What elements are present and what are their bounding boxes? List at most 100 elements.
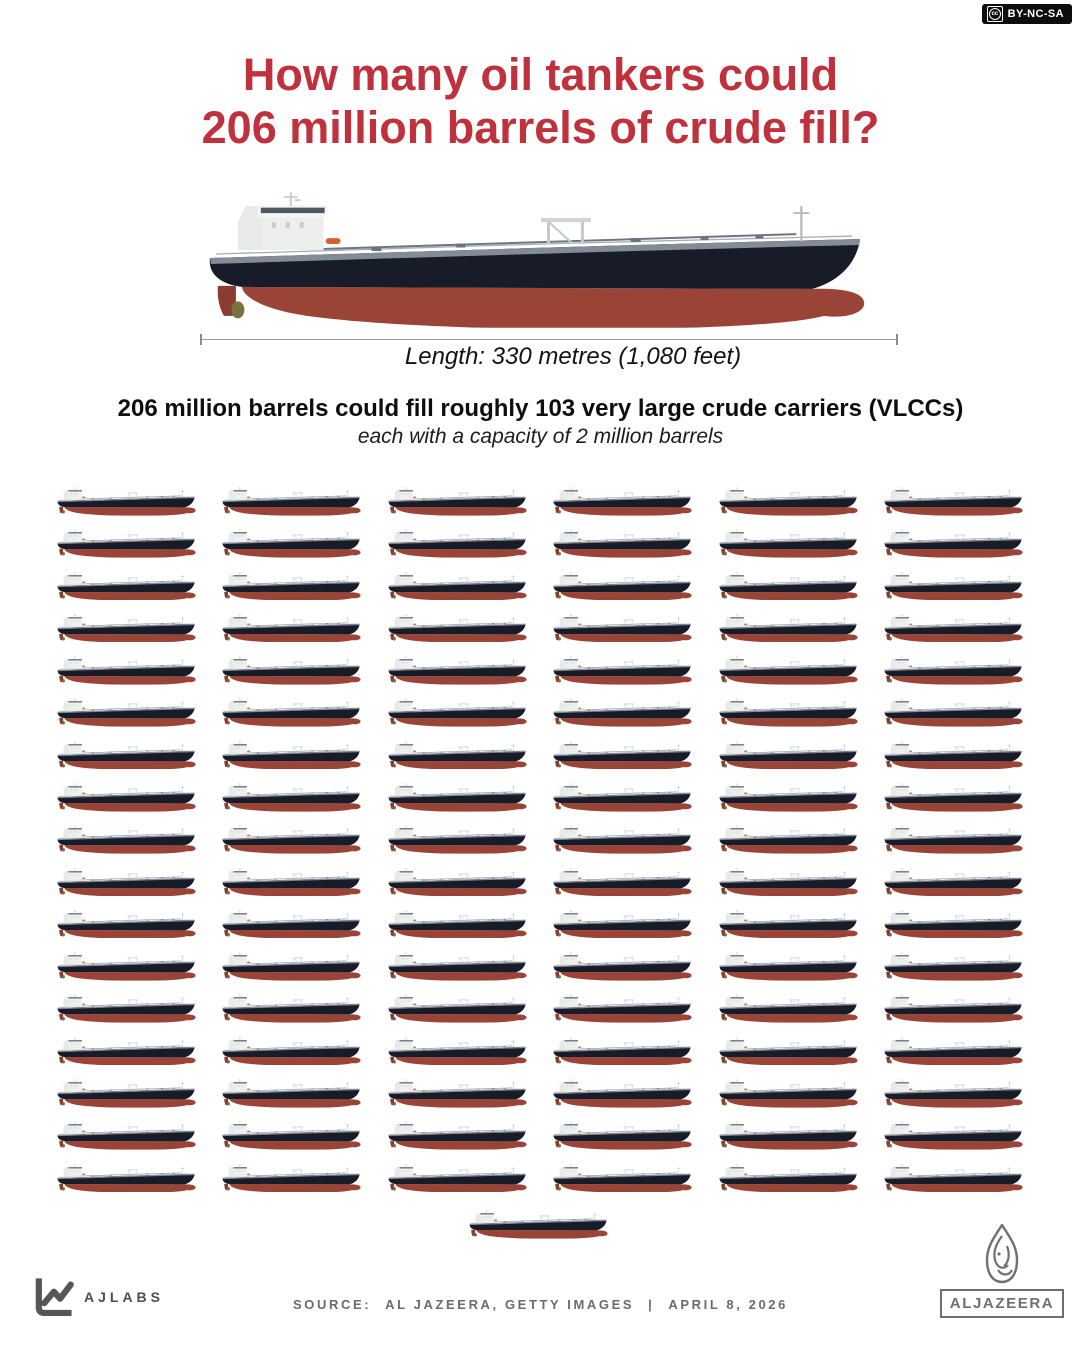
tanker-unit-icon: [552, 994, 697, 1023]
tanker-unit-icon: [221, 952, 366, 981]
tanker-unit-icon: [56, 1164, 201, 1193]
tanker-unit-icon: [718, 952, 863, 981]
tanker-unit-icon: [56, 741, 201, 770]
tanker-unit-icon: [221, 656, 366, 685]
tanker-unit-icon: [221, 1121, 366, 1150]
tanker-unit-icon: [221, 487, 366, 516]
aljazeera-logo: ALJAZEERA: [939, 1224, 1065, 1318]
tanker-unit-icon: [718, 825, 863, 854]
line-chart-icon: [35, 1278, 74, 1317]
tanker-unit-icon: [221, 572, 366, 601]
tanker-unit-icon: [56, 529, 201, 558]
cc-license-label: BY-NC-SA: [1007, 8, 1064, 20]
tanker-unit-icon: [56, 868, 201, 897]
tanker-unit-icon: [718, 1079, 863, 1108]
tanker-unit-icon: [552, 868, 697, 897]
tanker-unit-icon: [883, 825, 1028, 854]
tanker-unit-icon: [718, 698, 863, 727]
tanker-unit-icon: [56, 825, 201, 854]
tanker-unit-icon: [387, 698, 532, 727]
tanker-unit-icon: [883, 1079, 1028, 1108]
tanker-unit-icon: [221, 741, 366, 770]
tanker-unit-icon: [718, 487, 863, 516]
tanker-unit-icon: [387, 783, 532, 812]
page-title-line2: 206 million barrels of crude fill?: [201, 102, 880, 153]
tanker-unit-icon: [221, 910, 366, 939]
tanker-unit-icon: [221, 825, 366, 854]
source-label: SOURCE:: [293, 1297, 372, 1312]
tanker-unit-icon: [221, 1037, 366, 1066]
tanker-unit-icon: [883, 698, 1028, 727]
tanker-unit-icon: [552, 783, 697, 812]
source-date: APRIL 8, 2026: [668, 1297, 788, 1312]
hero-tanker-image: [202, 192, 890, 328]
tanker-unit-icon: [387, 1079, 532, 1108]
tanker-unit-icon: [221, 868, 366, 897]
tanker-unit-icon: [883, 741, 1028, 770]
tanker-unit-icon: [387, 825, 532, 854]
tanker-unit-icon: [552, 1121, 697, 1150]
tanker-unit-icon: [221, 614, 366, 643]
tanker-unit-icon: [552, 529, 697, 558]
length-caption: Length: 330 metres (1,080 feet): [404, 343, 742, 370]
tanker-unit-icon: [718, 868, 863, 897]
tanker-unit-icon: [56, 698, 201, 727]
cc-icon: cc: [986, 6, 1003, 22]
tanker-unit-icon: [883, 1121, 1028, 1150]
tanker-unit-icon: [883, 1037, 1028, 1066]
tanker-unit-icon: [387, 910, 532, 939]
tanker-unit-icon: [552, 1037, 697, 1066]
measure-bar: [202, 338, 896, 341]
tanker-unit-icon: [718, 614, 863, 643]
tanker-unit-icon: [387, 656, 532, 685]
tanker-unit-icon: [56, 487, 201, 516]
tanker-unit-icon: [56, 656, 201, 685]
tanker-unit-icon: [387, 487, 532, 516]
source-agencies: AL JAZEERA, GETTY IMAGES: [385, 1297, 635, 1312]
tanker-grid-remainder-row: [0, 1210, 1081, 1239]
tanker-unit-icon: [718, 783, 863, 812]
tanker-unit-icon: [718, 656, 863, 685]
tanker-unit-icon: [221, 783, 366, 812]
tanker-unit-icon: [56, 1121, 201, 1150]
tanker-unit-icon: [552, 656, 697, 685]
tanker-unit-icon: [552, 487, 697, 516]
tanker-unit-icon: [883, 572, 1028, 601]
tanker-unit-icon: [221, 994, 366, 1023]
page-title: How many oil tankers could 206 million b…: [0, 48, 1081, 154]
ajlabs-logo: AJLABS: [30, 1274, 164, 1320]
tanker-unit-icon: [552, 910, 697, 939]
tanker-unit-icon: [718, 741, 863, 770]
tanker-unit-icon: [387, 572, 532, 601]
tanker-unit-icon: [718, 1037, 863, 1066]
tanker-unit-icon: [56, 952, 201, 981]
tanker-unit-icon: [221, 1164, 366, 1193]
tanker-unit-icon: [718, 529, 863, 558]
subtitle-bold: 206 million barrels could fill roughly 1…: [117, 395, 964, 422]
tanker-unit-icon: [387, 741, 532, 770]
aljazeera-flame-icon: [985, 1224, 1019, 1284]
tanker-unit-icon: [552, 572, 697, 601]
tanker-unit-icon: [56, 1037, 201, 1066]
source-separator: |: [648, 1297, 655, 1312]
tanker-unit-icon: [883, 487, 1028, 516]
tanker-unit-icon: [221, 529, 366, 558]
tanker-unit-icon: [387, 1121, 532, 1150]
tanker-unit-icon: [718, 910, 863, 939]
tanker-unit-icon: [883, 656, 1028, 685]
tanker-unit-icon: [552, 741, 697, 770]
source-line: SOURCE: AL JAZEERA, GETTY IMAGES | APRIL…: [0, 1297, 1081, 1312]
length-measure-line: [200, 334, 898, 345]
tanker-unit-icon: [883, 952, 1028, 981]
tanker-unit-icon: [883, 994, 1028, 1023]
tanker-unit-icon: [552, 825, 697, 854]
tanker-unit-icon: [56, 572, 201, 601]
tanker-unit-icon: [718, 994, 863, 1023]
tanker-unit-icon: [552, 698, 697, 727]
tanker-unit-icon: [552, 952, 697, 981]
tanker-unit-icon: [718, 1121, 863, 1150]
tanker-unit-icon: [468, 1210, 613, 1239]
tanker-unit-icon: [56, 910, 201, 939]
oil-tanker-icon: [202, 192, 890, 328]
